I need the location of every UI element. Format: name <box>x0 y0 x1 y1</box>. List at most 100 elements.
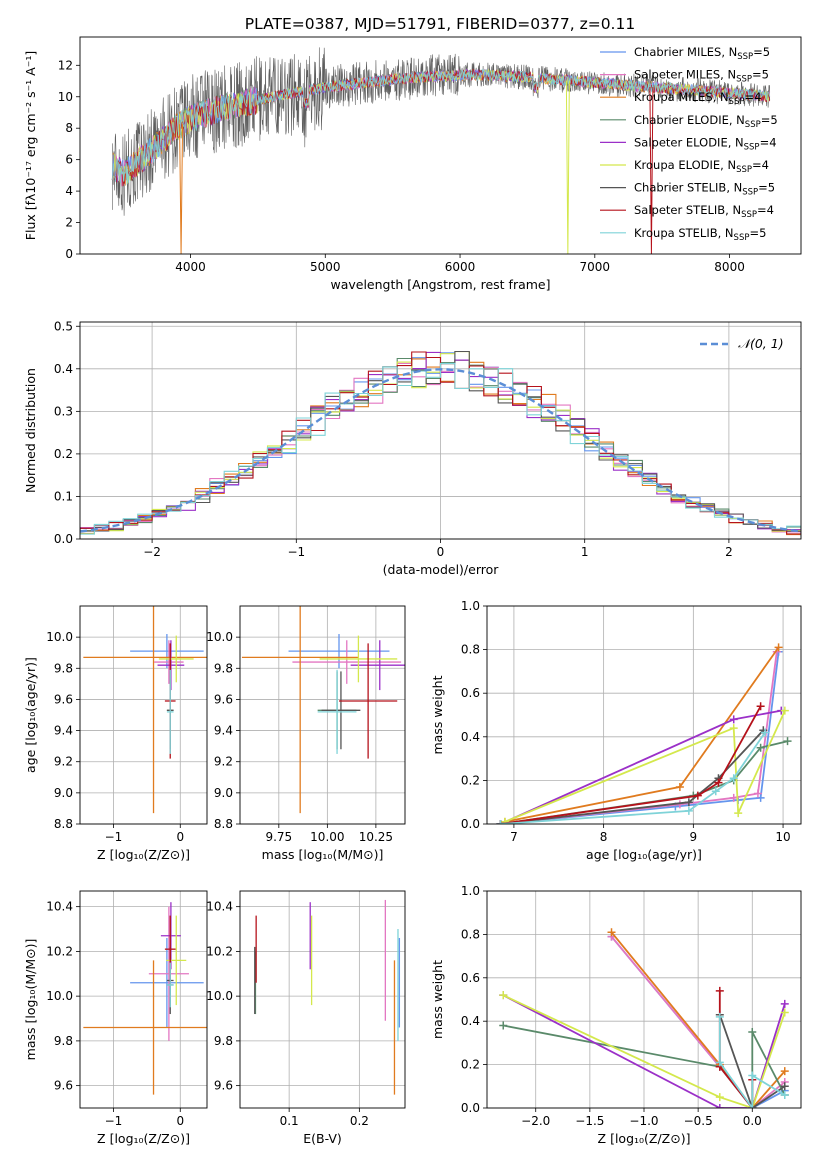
y-axis-label: Flux [fλ10⁻¹⁷ erg cm⁻² s⁻¹ A⁻¹] <box>23 51 38 240</box>
x-axis-label: age [log₁₀(age/yr)] <box>586 847 702 862</box>
y-tick-label: 9.8 <box>214 661 233 675</box>
y-tick-label: 10.0 <box>206 989 233 1003</box>
weight-vs-Z-panel: −2.0 −1.5 −1.0 −0.5 0.0 0.0 0.2 0.4 0.6 0.8 1.0 Z [… <box>430 884 802 1146</box>
weight-marker <box>780 999 789 1008</box>
x-tick-label: 2 <box>725 545 733 559</box>
y-tick-label: 10.4 <box>206 900 233 914</box>
weight-marker <box>729 724 738 733</box>
axes-frame <box>79 321 802 540</box>
weight-marker <box>780 706 789 715</box>
y-tick-label: 8.8 <box>54 817 73 831</box>
y-tick-label: 0.8 <box>461 643 480 657</box>
y-tick-label: 9.8 <box>54 1034 73 1048</box>
y-tick-label: 9.6 <box>214 1079 233 1093</box>
y-tick-label: 9.4 <box>214 724 233 738</box>
axes-frame <box>79 36 802 255</box>
x-tick-label: 9.75 <box>265 830 292 844</box>
weight-marker <box>729 715 738 724</box>
weight-line <box>504 710 786 823</box>
weight-line <box>502 994 786 1108</box>
y-tick-label: 9.0 <box>214 786 233 800</box>
weight-marker <box>780 1082 789 1091</box>
weight-marker <box>715 986 724 995</box>
weight-marker <box>715 1104 724 1108</box>
x-axis-label: wavelength [Angstrom, rest frame] <box>330 277 550 292</box>
x-tick-label: 10 <box>775 830 790 844</box>
age-vs-Z-panel: −1 0 8.8 9.0 9.2 9.4 9.6 9.8 10.0 Z [log₁₀(Z/Z⊙)]… <box>23 605 208 862</box>
x-axis-label: Z [log₁₀(Z/Z⊙)] <box>97 847 190 862</box>
y-tick-label: 9.6 <box>54 1079 73 1093</box>
spectrum-dip <box>179 124 184 254</box>
axes-frame <box>79 890 208 1109</box>
weight-marker <box>500 817 509 824</box>
y-tick-label: 0.2 <box>54 447 73 461</box>
y-tick-label: 0.0 <box>461 1101 480 1115</box>
x-tick-label: −1 <box>105 830 123 844</box>
weight-line <box>718 1016 786 1108</box>
weight-line <box>500 729 764 824</box>
y-tick-label: 10.2 <box>206 944 233 958</box>
weight-line <box>718 1014 786 1108</box>
y-tick-label: 0.4 <box>461 1014 480 1028</box>
x-tick-label: 9 <box>690 830 698 844</box>
legend-label: Salpeter STELIB, NSSP=4 <box>634 203 774 220</box>
y-tick-label: 0.4 <box>54 362 73 376</box>
histogram-steps <box>80 350 801 538</box>
y-tick-label: 10.0 <box>46 989 73 1003</box>
mass-vs-EBV-points <box>254 899 401 1095</box>
y-tick-label: 1.0 <box>461 599 480 613</box>
x-tick-label: −1 <box>287 545 305 559</box>
spectrum-line <box>111 68 771 185</box>
weight-line <box>718 990 754 1108</box>
x-tick-label: −1.5 <box>575 1114 604 1128</box>
y-tick-label: 8 <box>65 121 73 135</box>
weight-vs-age-lines <box>496 643 792 824</box>
spectrum-legend: Chabrier MILES, NSSP=5 Salpeter MILES, NS… <box>600 45 778 243</box>
x-tick-label: −2.0 <box>521 1114 550 1128</box>
weight-marker <box>756 793 765 802</box>
x-tick-label: −1 <box>105 1114 123 1128</box>
weight-vs-age-panel: 7 8 9 10 0.0 0.2 0.4 0.6 0.8 1.0 age [log₁₀(age/yr… <box>430 599 802 862</box>
weight-marker <box>780 1008 789 1017</box>
x-tick-label: 0 <box>176 830 184 844</box>
x-tick-label: 5000 <box>310 260 341 274</box>
weight-marker <box>684 798 693 807</box>
y-tick-label: 9.2 <box>54 755 73 769</box>
legend-label: 𝒩(0, 1) <box>738 336 784 351</box>
weight-marker <box>729 774 738 783</box>
y-tick-label: 0.6 <box>461 686 480 700</box>
weight-marker <box>756 743 765 752</box>
weight-marker <box>734 809 743 818</box>
y-axis-label: mass weight <box>430 960 445 1039</box>
spectrum-dip <box>565 80 570 254</box>
y-tick-label: 10.0 <box>206 630 233 644</box>
weight-marker <box>684 806 693 815</box>
x-tick-label: 8000 <box>714 260 745 274</box>
axes-frame <box>79 605 208 825</box>
x-tick-label: 1 <box>581 545 589 559</box>
weight-marker <box>753 789 762 798</box>
y-tick-label: 9.0 <box>54 786 73 800</box>
figure-title: PLATE=0387, MJD=51791, FIBERID=0377, z=0… <box>245 15 635 33</box>
weight-marker <box>715 1012 724 1021</box>
x-axis-label: Z [log₁₀(Z/Z⊙)] <box>97 1131 190 1146</box>
weight-line <box>500 740 788 824</box>
y-tick-label: 10.0 <box>46 630 73 644</box>
y-tick-label: 9.8 <box>54 661 73 675</box>
y-tick-label: 0.8 <box>461 927 480 941</box>
weight-marker <box>693 791 702 800</box>
x-tick-label: 7 <box>510 830 518 844</box>
y-axis-label: mass weight <box>430 675 445 754</box>
weight-marker <box>607 928 616 937</box>
legend-label: Salpeter ELODIE, NSSP=4 <box>634 135 777 152</box>
y-tick-label: 9.6 <box>54 692 73 706</box>
mass-vs-Z-panel: −1 0 9.6 9.8 10.0 10.2 10.4 Z [log₁₀(Z/Z⊙)] mass… <box>23 890 208 1146</box>
y-tick-label: 10 <box>58 90 73 104</box>
weight-marker <box>496 820 505 824</box>
x-tick-label: −0.5 <box>684 1114 713 1128</box>
spectrum-lines <box>111 47 771 254</box>
y-tick-label: 0.0 <box>54 532 73 546</box>
y-tick-label: 1.0 <box>461 884 480 898</box>
y-tick-label: 8.8 <box>214 817 233 831</box>
weight-marker <box>499 991 508 1000</box>
